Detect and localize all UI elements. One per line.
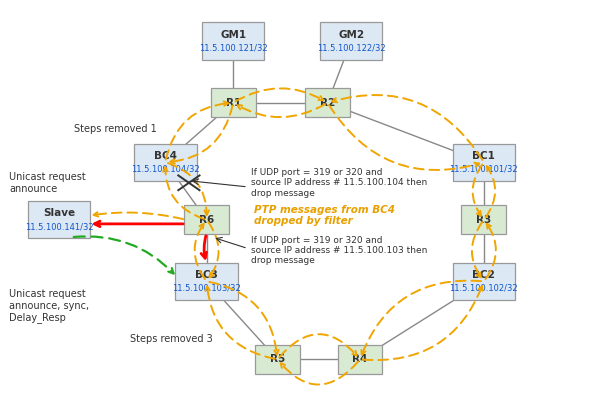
FancyArrowPatch shape bbox=[279, 334, 357, 357]
Text: Unicast request
announce, sync,
Delay_Resp: Unicast request announce, sync, Delay_Re… bbox=[9, 289, 89, 323]
FancyBboxPatch shape bbox=[28, 201, 90, 238]
Text: BC4: BC4 bbox=[154, 151, 177, 161]
FancyBboxPatch shape bbox=[175, 263, 238, 300]
FancyBboxPatch shape bbox=[184, 205, 229, 234]
Text: 11.5.100.103/32: 11.5.100.103/32 bbox=[172, 284, 241, 293]
FancyArrowPatch shape bbox=[205, 286, 275, 359]
FancyArrowPatch shape bbox=[201, 236, 206, 258]
FancyArrowPatch shape bbox=[281, 362, 358, 385]
FancyArrowPatch shape bbox=[209, 282, 279, 354]
Text: Slave: Slave bbox=[43, 209, 75, 218]
FancyBboxPatch shape bbox=[453, 263, 515, 300]
Text: R2: R2 bbox=[320, 98, 335, 108]
Text: R6: R6 bbox=[199, 215, 214, 225]
Text: BC3: BC3 bbox=[195, 270, 218, 280]
FancyBboxPatch shape bbox=[134, 144, 197, 181]
Text: PTP messages from BC4
dropped by filter: PTP messages from BC4 dropped by filter bbox=[254, 205, 395, 226]
FancyArrowPatch shape bbox=[194, 224, 205, 279]
FancyBboxPatch shape bbox=[255, 345, 300, 374]
Text: Steps removed 1: Steps removed 1 bbox=[74, 124, 157, 134]
FancyArrowPatch shape bbox=[168, 163, 209, 215]
Text: 11.5.100.101/32: 11.5.100.101/32 bbox=[450, 165, 518, 174]
FancyBboxPatch shape bbox=[453, 144, 515, 181]
FancyArrowPatch shape bbox=[170, 106, 232, 164]
FancyArrowPatch shape bbox=[93, 212, 183, 219]
Text: 11.5.100.141/32: 11.5.100.141/32 bbox=[25, 222, 93, 231]
FancyArrowPatch shape bbox=[208, 222, 219, 277]
FancyArrowPatch shape bbox=[73, 236, 173, 274]
Text: R5: R5 bbox=[270, 354, 285, 365]
FancyArrowPatch shape bbox=[237, 104, 325, 117]
FancyArrowPatch shape bbox=[486, 224, 496, 279]
Text: 11.5.100.104/32: 11.5.100.104/32 bbox=[131, 165, 200, 174]
Text: Unicast request
announce: Unicast request announce bbox=[9, 172, 85, 194]
FancyArrowPatch shape bbox=[95, 221, 183, 227]
FancyArrowPatch shape bbox=[472, 222, 482, 277]
Text: BC2: BC2 bbox=[473, 270, 495, 280]
FancyBboxPatch shape bbox=[211, 88, 256, 117]
Text: 11.5.100.102/32: 11.5.100.102/32 bbox=[450, 284, 518, 293]
Text: R4: R4 bbox=[352, 354, 368, 365]
FancyArrowPatch shape bbox=[486, 166, 495, 217]
FancyArrowPatch shape bbox=[332, 95, 482, 160]
Text: 11.5.100.121/32: 11.5.100.121/32 bbox=[199, 44, 267, 53]
FancyArrowPatch shape bbox=[473, 165, 482, 216]
Text: R1: R1 bbox=[226, 98, 241, 108]
Text: If UDP port = 319 or 320 and
source IP address # 11.5.100.103 then
drop message: If UDP port = 319 or 320 and source IP a… bbox=[251, 235, 427, 266]
FancyArrowPatch shape bbox=[235, 88, 323, 101]
Text: Steps removed 3: Steps removed 3 bbox=[130, 334, 213, 344]
FancyBboxPatch shape bbox=[320, 23, 382, 60]
FancyBboxPatch shape bbox=[462, 205, 506, 234]
FancyArrowPatch shape bbox=[166, 101, 228, 160]
FancyArrowPatch shape bbox=[363, 286, 483, 360]
FancyArrowPatch shape bbox=[163, 167, 204, 219]
FancyArrowPatch shape bbox=[329, 105, 479, 170]
FancyBboxPatch shape bbox=[202, 23, 264, 60]
FancyBboxPatch shape bbox=[338, 345, 382, 374]
Text: GM1: GM1 bbox=[220, 30, 246, 40]
Text: BC1: BC1 bbox=[473, 151, 495, 161]
Text: 11.5.100.122/32: 11.5.100.122/32 bbox=[317, 44, 385, 53]
FancyArrowPatch shape bbox=[361, 281, 481, 355]
Text: R3: R3 bbox=[476, 215, 491, 225]
Text: GM2: GM2 bbox=[338, 30, 364, 40]
Text: If UDP port = 319 or 320 and
source IP address # 11.5.100.104 then
drop message: If UDP port = 319 or 320 and source IP a… bbox=[251, 168, 427, 198]
FancyBboxPatch shape bbox=[305, 88, 350, 117]
